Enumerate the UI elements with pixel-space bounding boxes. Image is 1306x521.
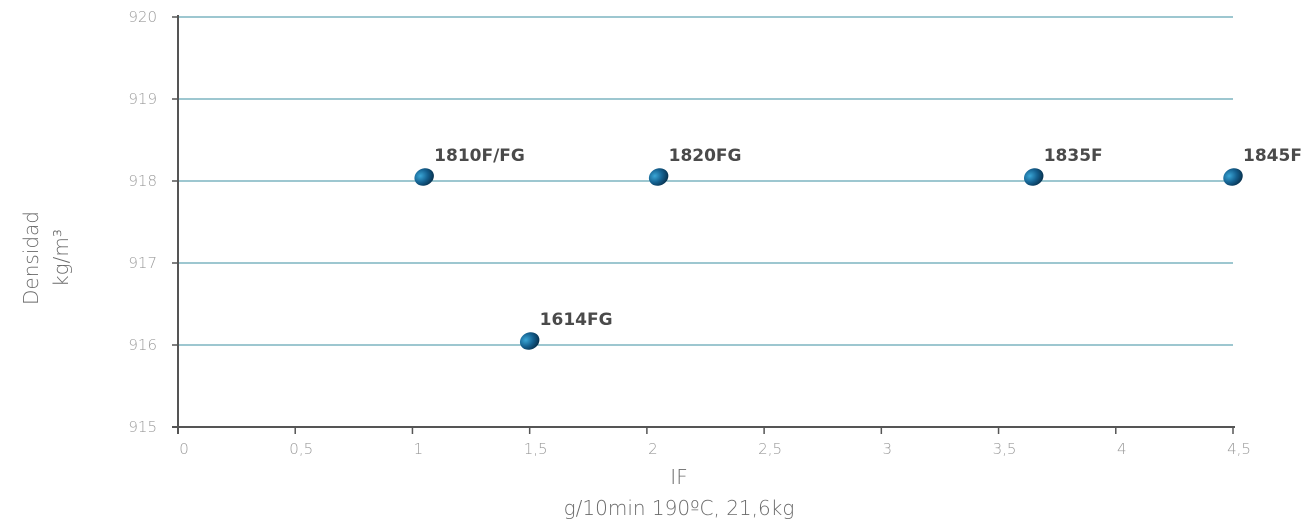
- data-point-1810f-fg: [414, 168, 434, 186]
- y-tick-label: 920: [128, 8, 157, 26]
- y-tick-label: 918: [128, 172, 157, 190]
- grid-lines: [178, 16, 1233, 346]
- x-tick-label: 3: [883, 440, 893, 458]
- x-axis-unit: g/10min 190ºC, 21,6kg: [564, 496, 795, 520]
- data-point-label: 1845F: [1243, 146, 1302, 166]
- y-tick-label: 919: [128, 90, 157, 108]
- y-axis-title: Densidad: [19, 211, 43, 305]
- data-points: 1810F/FG 1820FG 1835F 1845F 1614FG: [414, 146, 1302, 350]
- data-point-label: 1810F/FG: [434, 146, 525, 166]
- y-tick-labels: 915 916 917 918 919 920: [128, 8, 157, 436]
- x-tick-label: 1,5: [524, 440, 548, 458]
- x-tick-label: 2: [648, 440, 658, 458]
- y-tick-label: 915: [128, 418, 157, 436]
- data-point-1845f: [1223, 168, 1243, 186]
- x-tick-label: 0: [179, 440, 189, 458]
- data-point-label: 1614FG: [540, 310, 613, 330]
- data-point-label: 1820FG: [669, 146, 742, 166]
- data-point-1835f: [1023, 168, 1044, 186]
- y-tick-label: 917: [128, 254, 157, 272]
- x-tick-label: 4: [1117, 440, 1127, 458]
- data-point-1614fg: [519, 332, 540, 350]
- x-tick-label: 2,5: [758, 440, 782, 458]
- x-tick-labels: 0 0,5 1 1,5 2 2,5 3 3,5 4 4,5: [179, 440, 1251, 458]
- x-tick-label: 3,5: [993, 440, 1017, 458]
- x-tick-label: 4,5: [1227, 440, 1251, 458]
- y-axis-unit: kg/m³: [49, 229, 73, 287]
- x-tick-label: 0,5: [289, 440, 313, 458]
- x-tick-label: 1: [414, 440, 424, 458]
- x-axis-title: IF: [670, 465, 687, 489]
- data-point-label: 1835F: [1044, 146, 1103, 166]
- data-point-1820fg: [648, 168, 669, 186]
- y-tick-label: 916: [128, 336, 157, 354]
- axes: [172, 15, 1235, 434]
